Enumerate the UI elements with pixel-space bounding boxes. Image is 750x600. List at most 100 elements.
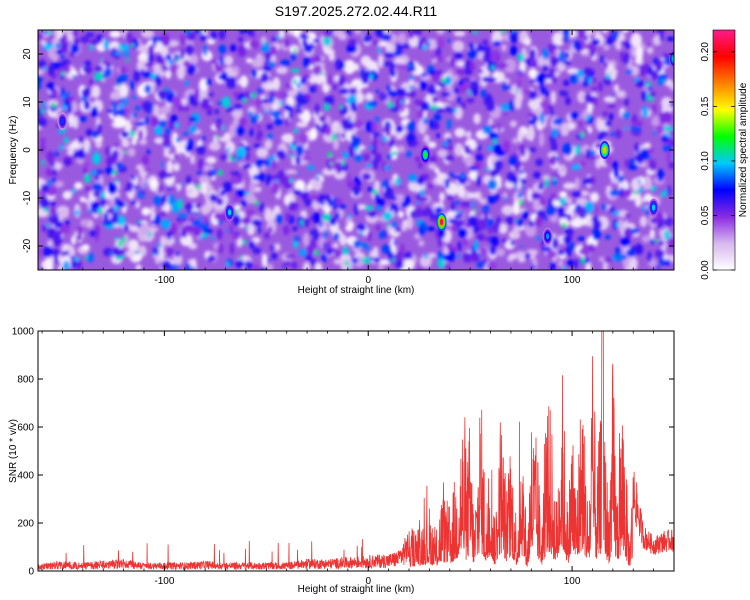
spectrogram-cell xyxy=(132,94,137,100)
spectrogram-cell xyxy=(154,125,163,136)
spectrogram-cell xyxy=(539,86,548,96)
spectrogram-cell xyxy=(461,173,465,179)
spectrogram-cell xyxy=(244,260,253,270)
spectrogram-cell xyxy=(532,202,538,210)
spectrogram-cell xyxy=(61,106,67,112)
spectrogram-cell xyxy=(128,239,139,252)
spectrogram-cell xyxy=(624,97,629,107)
spectrogram-cell xyxy=(427,183,435,189)
spectrogram-cell xyxy=(216,228,223,240)
spectrogram-cell xyxy=(312,211,321,224)
spectrogram-cell xyxy=(135,264,142,270)
spectrogram-cell xyxy=(88,148,92,153)
spectrogram-cell xyxy=(238,36,244,43)
spectrogram-cell xyxy=(338,33,348,41)
spectrogram-cell xyxy=(485,167,490,172)
spectrogram-cell xyxy=(487,179,498,191)
spectrogram-cell xyxy=(370,142,377,155)
spectrogram-cell xyxy=(147,232,152,238)
spectrogram-cell xyxy=(398,210,404,218)
spectrogram-cell xyxy=(62,260,70,270)
spectrogram-cell xyxy=(196,170,203,175)
spectrogram-cell xyxy=(539,197,546,206)
spectrogram-cell xyxy=(271,109,281,119)
spectrogram-cell xyxy=(194,89,200,102)
spectrogram-cell xyxy=(399,111,408,118)
spectrogram-cell xyxy=(577,236,586,242)
spectrogram-cell xyxy=(429,119,435,130)
spectrogram-cell xyxy=(635,128,640,133)
spectrogram-cell xyxy=(92,152,101,165)
spectrogram-cell xyxy=(109,30,122,38)
spectrogram-cell xyxy=(587,101,593,114)
spectrogram-cell xyxy=(651,115,662,127)
spectrogram-cell xyxy=(44,258,54,270)
spectrogram-cell xyxy=(585,148,591,159)
spectrogram-cell xyxy=(299,133,309,145)
spectrogram-cell xyxy=(558,198,562,202)
spectrogram-cell xyxy=(437,149,448,158)
spectrogram-cell xyxy=(111,51,115,56)
spectrogram-cell xyxy=(335,212,341,219)
spectrogram-cell xyxy=(266,257,270,263)
spectrogram-cell xyxy=(405,91,416,97)
spectrogram-cell xyxy=(312,201,321,210)
spectrogram-cell xyxy=(483,45,491,58)
spectrogram-cell xyxy=(65,63,71,74)
spectrogram-cell xyxy=(123,224,130,232)
spectrogram-cell xyxy=(586,176,591,185)
spectrogram-cell xyxy=(461,77,471,83)
spectrogram-cell xyxy=(161,194,168,204)
spectrogram-cell xyxy=(315,123,320,132)
spectrogram-cell xyxy=(147,53,155,63)
spectrogram-cell xyxy=(500,30,507,34)
spectrogram-cell xyxy=(377,54,384,68)
snr-y-tick-label: 600 xyxy=(17,423,34,434)
spectrogram-cell xyxy=(528,147,537,153)
spectrogram-y-tick-label: 10 xyxy=(22,96,33,108)
spectrogram-cell xyxy=(165,247,174,256)
spectrogram-cell xyxy=(436,175,444,184)
spectrogram-cell xyxy=(552,237,559,250)
spectrogram-cell xyxy=(79,196,86,203)
spectrogram-cell xyxy=(597,135,604,142)
spectrogram-cell xyxy=(639,64,646,77)
spectrogram-cell xyxy=(171,186,178,192)
spectrogram-cell xyxy=(256,124,262,130)
spectrogram-cell xyxy=(650,216,658,225)
spectrogram-cell xyxy=(654,266,661,269)
spectrogram-cell xyxy=(662,53,671,59)
spectrogram-cell xyxy=(253,200,260,205)
spectrogram-cell xyxy=(563,60,571,66)
spectrogram-cell xyxy=(345,173,352,184)
spectrogram-hotspot xyxy=(423,151,427,158)
spectrogram-cell xyxy=(491,65,495,70)
spectrogram-cell xyxy=(630,228,640,234)
spectrogram-cell xyxy=(550,90,557,105)
spectrogram-cell xyxy=(146,149,151,155)
spectrogram-cell xyxy=(74,182,83,190)
spectrogram-cell xyxy=(477,218,488,231)
spectrogram-cell xyxy=(256,172,266,183)
spectrogram-cell xyxy=(77,136,85,144)
spectrogram-cell xyxy=(556,61,566,72)
spectrogram-y-tick-label: -10 xyxy=(22,190,33,205)
spectrogram-cell xyxy=(306,183,313,192)
spectrogram-cell xyxy=(229,242,235,255)
spectrogram-cell xyxy=(454,51,463,60)
spectrogram-cell xyxy=(503,197,509,201)
spectrogram-cell xyxy=(339,105,343,109)
spectrogram-cell xyxy=(528,220,534,228)
spectrogram-cell xyxy=(116,108,126,117)
spectrogram-cell xyxy=(416,179,422,185)
spectrogram-cell xyxy=(437,258,445,269)
spectrogram-cell xyxy=(42,30,48,35)
spectrogram-cell xyxy=(375,223,381,232)
spectrogram-cell xyxy=(230,44,237,52)
spectrogram-cell xyxy=(268,45,278,56)
spectrogram-cell xyxy=(240,199,248,207)
spectrogram-cell xyxy=(609,112,614,121)
spectrogram-cell xyxy=(497,62,508,69)
spectrogram-cell xyxy=(161,162,165,167)
spectrogram-cell xyxy=(304,149,309,155)
